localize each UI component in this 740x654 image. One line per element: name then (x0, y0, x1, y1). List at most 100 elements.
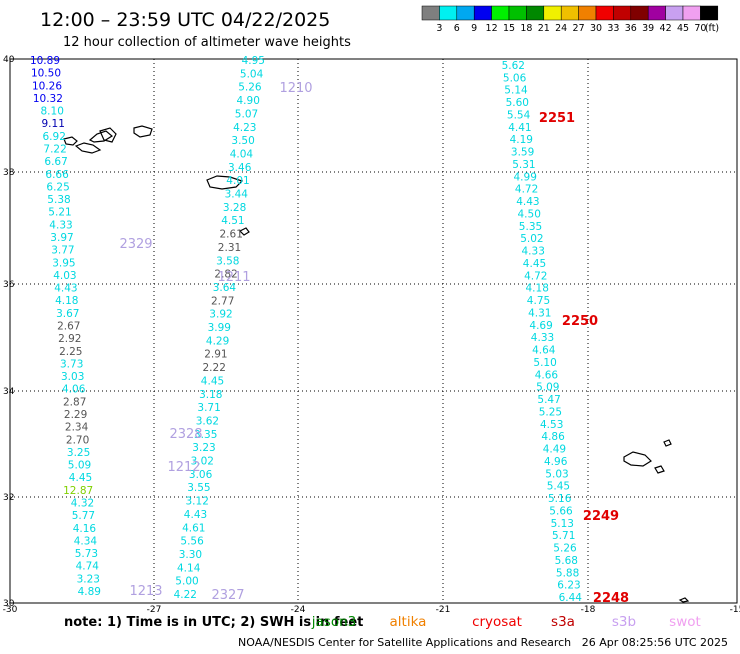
wave-height-legend: 3 6 9 12 15 18 21 24 27 30 33 36 39 42 45 70(ft) (421, 5, 719, 34)
wave-height-label: 5.14 (504, 85, 528, 97)
satellite-name: jason3 (311, 614, 356, 630)
wave-height-label: 5.56 (180, 536, 204, 548)
wave-height-label: 4.03 (53, 270, 76, 282)
wave-height-label: 3.97 (50, 232, 73, 244)
wave-height-label: 7.22 (43, 144, 66, 156)
wave-height-label: 5.77 (72, 510, 95, 522)
wave-height-label: 4.33 (49, 219, 72, 231)
legend-tick-label: 24 (555, 23, 567, 34)
wave-height-label: 6.67 (44, 156, 67, 168)
island-shape (238, 227, 250, 236)
legend-swatch (647, 5, 666, 21)
altimeter-tracks: 10.8910.5010.2610.328.109.116.927.226.67… (30, 55, 629, 606)
legend-tick-label: 3 (436, 23, 442, 34)
wave-height-label: 5.71 (552, 530, 575, 542)
wave-height-label: 2.87 (63, 396, 86, 408)
wave-height-label: 5.31 (512, 159, 535, 171)
lon-tick-label: -18 (581, 605, 596, 615)
wave-height-label: 5.26 (238, 82, 262, 94)
wave-height-label: 4.23 (233, 122, 256, 134)
legend-swatch (595, 5, 614, 21)
island-shape (678, 597, 690, 603)
wave-height-label: 5.07 (235, 108, 258, 120)
legend-tick-label: 42 (660, 23, 672, 34)
wave-height-label: 6.44 (559, 592, 583, 604)
wave-height-label: 3.95 (52, 257, 75, 269)
wave-height-label: 4.19 (510, 134, 533, 146)
wave-height-label: 8.10 (41, 106, 64, 118)
wave-height-label: 4.86 (541, 431, 565, 443)
lat-tick-label: 38 (3, 168, 15, 178)
wave-height-label: 4.18 (55, 295, 78, 307)
footer-credit: NOAA/NESDIS Center for Satellite Applica… (238, 636, 571, 649)
wave-height-label: 6.66 (45, 169, 69, 181)
wave-height-label: 4.72 (524, 270, 547, 282)
legend-swatch (665, 5, 684, 21)
wave-height-label: 3.25 (67, 447, 90, 459)
wave-height-label: 5.38 (47, 194, 70, 206)
wave-height-label: 4.66 (535, 369, 559, 381)
graticule (10, 59, 737, 603)
legend-swatch (543, 5, 562, 21)
wave-height-label: 6.25 (46, 181, 69, 193)
satellite-name: s3a (551, 614, 575, 630)
wave-height-label: 3.23 (192, 442, 215, 454)
wave-height-label: 4.06 (62, 384, 86, 396)
wave-height-label: 6.23 (557, 580, 580, 592)
wave-height-label: 3.67 (56, 308, 79, 320)
legend-swatch (700, 5, 719, 21)
figure-title: 12:00 – 23:59 UTC 04/22/2025 (40, 9, 330, 31)
track-time-label: 2251 (539, 111, 575, 126)
wave-height-label: 4.72 (515, 184, 538, 196)
island-shape (133, 125, 153, 138)
satellite-name: cryosat (472, 614, 522, 630)
wave-height-label: 4.51 (221, 215, 244, 227)
wave-height-label: 5.62 (502, 60, 525, 72)
legend-tick-label: 9 (471, 23, 477, 34)
legend-swatch (560, 5, 579, 21)
legend-swatch (578, 5, 597, 21)
wave-height-label: 5.03 (545, 468, 568, 480)
legend-tick-label: 30 (590, 23, 602, 34)
wave-height-label: 4.90 (237, 95, 260, 107)
wave-height-label: 5.16 (548, 493, 572, 505)
legend-tick-label: 45 (677, 23, 689, 34)
wave-height-label: 2.77 (211, 295, 234, 307)
wave-height-label: 5.68 (555, 555, 578, 567)
island-shape (63, 136, 78, 146)
lat-tick-label: 32 (3, 493, 14, 503)
wave-height-label: 5.73 (75, 548, 98, 560)
wave-height-label: 3.02 (191, 456, 214, 468)
wave-height-label: 5.09 (68, 460, 91, 472)
wave-height-label: 3.46 (228, 162, 252, 174)
wave-height-label: 12.87 (63, 485, 93, 497)
wave-height-label: 2.31 (218, 242, 241, 254)
wave-height-label: 4.43 (184, 509, 207, 521)
satellite-name: s3b (612, 614, 636, 630)
wave-height-label: 4.14 (177, 562, 201, 574)
wave-height-label: 4.16 (73, 523, 97, 535)
wave-height-label: 4.50 (518, 209, 541, 221)
wave-height-label: 3.18 (199, 389, 222, 401)
wave-height-label: 4.29 (206, 335, 229, 347)
legend-swatch (613, 5, 632, 21)
wave-height-label: 3.99 (208, 322, 231, 334)
island-shape (88, 130, 114, 143)
island-shape (74, 142, 102, 154)
track-time-label: 1213 (129, 584, 162, 599)
wave-height-label: 3.64 (213, 282, 237, 294)
wave-height-label: 4.33 (531, 332, 554, 344)
legend-swatch (526, 5, 545, 21)
wave-height-label: 2.92 (58, 333, 81, 345)
wave-height-label: 4.32 (71, 498, 94, 510)
track-time-label: 1212 (167, 460, 200, 475)
wave-height-label: 3.06 (189, 469, 213, 481)
map-frame (9, 58, 738, 604)
wave-height-label: 4.01 (226, 175, 249, 187)
legend-tick-label: 33 (607, 23, 619, 34)
lon-tick-label: -27 (147, 605, 162, 615)
wave-height-label: 2.82 (214, 269, 237, 281)
wave-height-label: 5.09 (536, 382, 559, 394)
wave-height-label: 3.77 (51, 245, 74, 257)
track-time-label: 2249 (583, 509, 619, 524)
